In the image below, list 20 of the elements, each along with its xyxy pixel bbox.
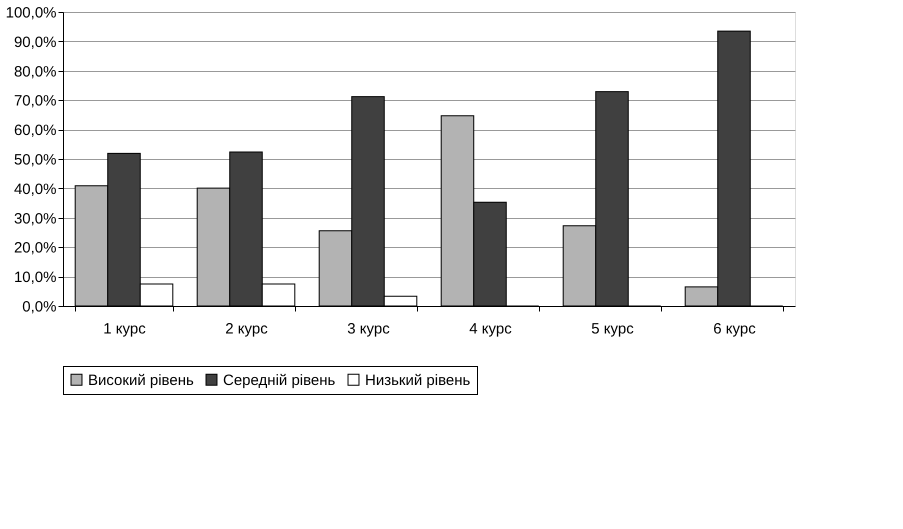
y-tick-label: 40,0%: [14, 180, 56, 198]
y-tick-label: 70,0%: [14, 92, 56, 110]
legend-label: Високий рівень: [88, 372, 194, 389]
y-tick-label: 0,0%: [22, 298, 56, 316]
y-tick-label: 60,0%: [14, 122, 56, 140]
x-tick-label: 1 курс: [103, 320, 146, 338]
x-tick-label: 6 курс: [713, 320, 756, 338]
y-tick-label: 100,0%: [6, 4, 56, 22]
x-tick-label: 2 курс: [225, 320, 268, 338]
y-tick-label: 20,0%: [14, 240, 56, 257]
legend-label: Низький рівень: [365, 372, 470, 389]
x-tick-label: 4 курс: [469, 320, 512, 338]
x-tick-label: 5 курс: [591, 320, 634, 338]
y-tick-label: 10,0%: [14, 269, 56, 286]
y-tick-label: 30,0%: [14, 210, 56, 228]
x-tick-label: 3 курс: [347, 320, 390, 338]
y-tick-label: 90,0%: [14, 34, 56, 51]
y-tick-label: 80,0%: [14, 63, 56, 80]
y-tick-label: 50,0%: [14, 152, 56, 168]
legend-label: Середній рівень: [223, 372, 336, 389]
